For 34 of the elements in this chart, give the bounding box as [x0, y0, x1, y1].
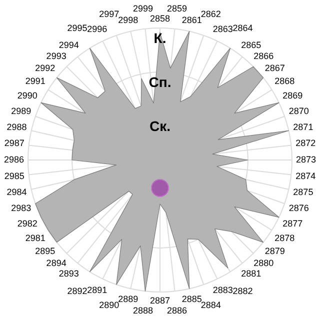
spoke-label: 2884 [200, 300, 221, 310]
spoke-label: 2864 [232, 22, 253, 33]
spoke-label: 2890 [99, 300, 120, 310]
spoke-label: 2995 [67, 22, 88, 33]
spoke-label: 2989 [11, 106, 32, 116]
spoke-label: 2998 [118, 14, 138, 25]
spoke-label: 2984 [6, 187, 27, 198]
spoke-label: 2988 [6, 122, 27, 132]
spoke-label: 2875 [293, 187, 314, 198]
spoke-label: 2985 [4, 170, 24, 181]
spoke-label: 2871 [293, 122, 314, 132]
spoke-label: 2862 [200, 9, 221, 20]
spoke-label: 2982 [17, 218, 38, 228]
spoke-label: 2861 [182, 14, 202, 25]
spoke-label: 2885 [182, 294, 202, 304]
spoke-label: 2876 [288, 203, 309, 214]
spoke-label: 2887 [150, 295, 170, 306]
spoke-label: 2859 [167, 3, 188, 14]
spoke-label: 2872 [296, 138, 316, 148]
spoke-label: 2997 [99, 9, 120, 20]
spoke-label: 2983 [11, 203, 32, 214]
spoke-label: 2886 [167, 306, 188, 316]
spoke-label: 2858 [150, 13, 170, 24]
spoke-label: 2873 [296, 154, 316, 164]
spoke-label: 2874 [296, 170, 316, 181]
spoke-label: 2990 [17, 90, 38, 101]
spoke-label: 2863 [212, 24, 233, 34]
spoke-label: 2986 [4, 154, 24, 164]
spoke-label: 2987 [4, 138, 24, 148]
spoke-label: 2889 [118, 294, 138, 304]
spoke-label: 2996 [87, 24, 108, 34]
spoke-label: 2999 [132, 3, 153, 14]
spoke-label: 2870 [288, 106, 309, 116]
spoke-label: 2888 [132, 306, 153, 316]
